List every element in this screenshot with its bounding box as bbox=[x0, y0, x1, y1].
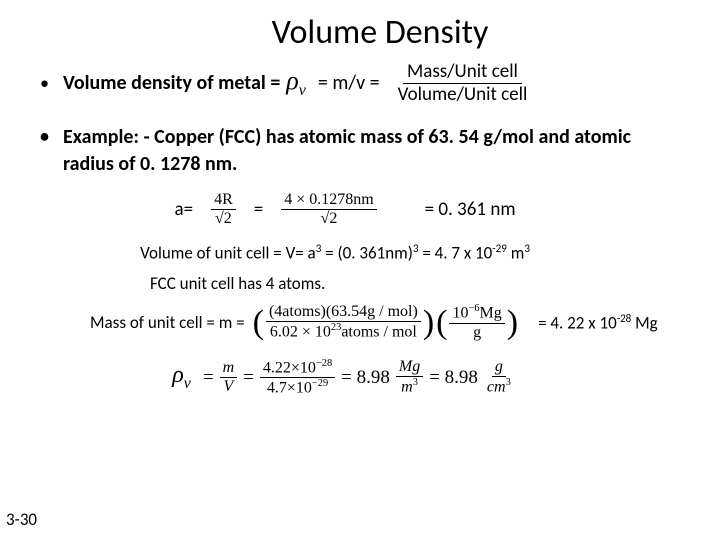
def-label: Volume density of metal = bbox=[63, 71, 280, 95]
bullet: • bbox=[40, 72, 49, 94]
mass-line: Mass of unit cell = m = ( (4atoms)(63.54… bbox=[90, 304, 680, 340]
volume-line: Volume of unit cell = V= a3 = (0. 361nm)… bbox=[0, 241, 680, 264]
page-number: 3-30 bbox=[6, 509, 37, 530]
rho-symbol: ρν bbox=[280, 66, 312, 100]
example-text: Example: - Copper (FCC) has atomic mass … bbox=[63, 124, 680, 178]
bullet: • bbox=[40, 124, 49, 178]
mass-formula: ( (4atoms)(63.54g / mol) 6.02 × 1023atom… bbox=[253, 304, 518, 340]
frac-bot: Volume/Unit cell bbox=[394, 84, 532, 106]
mass-lhs: Mass of unit cell = m = bbox=[90, 312, 245, 333]
a-calculation: a= 4R √2 = 4 × 0.1278nm √2 = 0. 361 nm bbox=[10, 192, 680, 227]
mv-text: = m/v = bbox=[312, 71, 386, 95]
slide-title: Volume Density bbox=[80, 12, 680, 53]
frac-top: Mass/Unit cell bbox=[403, 61, 522, 84]
eq: = bbox=[254, 198, 263, 221]
example-line: • Example: - Copper (FCC) has atomic mas… bbox=[40, 124, 680, 178]
frac-numeric: 4 × 0.1278nm √2 bbox=[281, 192, 376, 227]
fcc-atoms-line: FCC unit cell has 4 atoms. bbox=[150, 273, 680, 294]
a-lhs: a= bbox=[174, 198, 193, 221]
final-density-line: ρν = m V = 4.22×10−28 4.7×10−29 = 8.98 M… bbox=[0, 359, 680, 397]
mass-result: = 4. 22 x 10-28 Mg bbox=[538, 311, 658, 334]
frac-4r: 4R √2 bbox=[211, 192, 236, 227]
a-result: = 0. 361 nm bbox=[425, 198, 516, 221]
definition-line: • Volume density of metal = ρν = m/v = M… bbox=[40, 61, 680, 106]
mass-vol-fraction: Mass/Unit cell Volume/Unit cell bbox=[394, 61, 532, 106]
